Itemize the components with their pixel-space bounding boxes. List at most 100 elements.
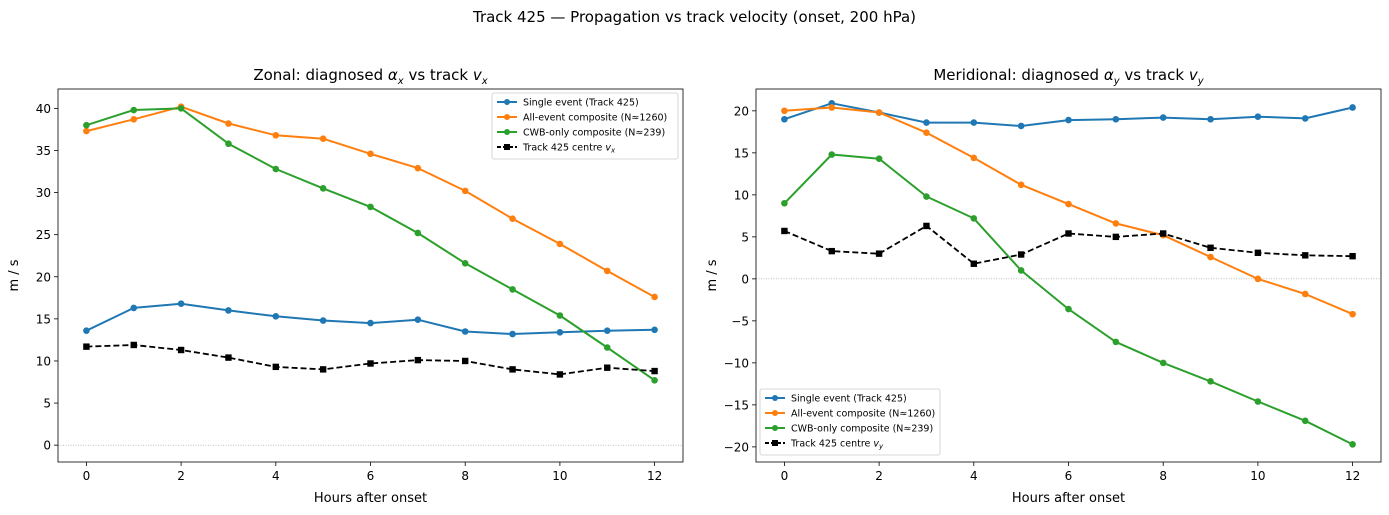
data-point xyxy=(781,227,788,235)
legend-label: All-event composite (N≈1260) xyxy=(523,113,667,124)
data-point xyxy=(225,307,232,314)
y-axis-label: m / s xyxy=(7,259,22,291)
data-point xyxy=(556,329,564,336)
legend-label-text: Track 425 centre xyxy=(790,439,873,450)
y-tick-label: −5 xyxy=(731,314,749,328)
data-point xyxy=(367,150,374,158)
data-point xyxy=(1207,378,1214,385)
data-point xyxy=(1254,275,1262,283)
data-point xyxy=(272,165,280,173)
y-tick-label: −20 xyxy=(724,440,749,454)
y-tick-label: 0 xyxy=(741,272,749,286)
legend-label-subscript: x xyxy=(610,147,616,155)
data-point xyxy=(923,193,930,200)
data-point xyxy=(556,371,564,378)
panel-title: Meridional: diagnosed αy vs track vy xyxy=(933,66,1204,87)
y-tick-label: 5 xyxy=(43,397,51,411)
data-point xyxy=(1349,252,1356,260)
x-tick-label: 12 xyxy=(647,469,662,483)
y-tick-label: 30 xyxy=(36,186,51,200)
data-point xyxy=(1017,122,1025,130)
data-point xyxy=(225,120,232,127)
panel-title-text: vs track xyxy=(1120,66,1189,84)
data-point xyxy=(414,229,422,237)
data-point xyxy=(83,127,90,135)
data-point xyxy=(1017,181,1025,189)
data-point xyxy=(1207,253,1214,261)
data-point xyxy=(225,140,232,148)
data-point xyxy=(414,356,422,364)
data-point xyxy=(272,132,280,139)
data-point xyxy=(923,129,930,136)
meridional-panel: Meridional: diagnosed αy vs track vy 0 2 4 6… xyxy=(705,66,1382,506)
data-point xyxy=(651,377,658,384)
x-tick-label: 2 xyxy=(875,469,883,483)
panel-title-subscript: y xyxy=(1113,76,1121,87)
data-point xyxy=(828,151,836,158)
zonal-panel: Zonal: diagnosed αx vs track vx0 2 4 6 8 10 12… xyxy=(7,66,684,506)
data-point xyxy=(604,364,611,371)
data-point xyxy=(970,119,978,126)
data-point xyxy=(319,317,327,324)
y-tick-label: −10 xyxy=(724,356,749,370)
panel-title-text: vs track xyxy=(404,66,473,84)
legend-label: CWB-only composite (N≈239) xyxy=(791,424,933,435)
panel-title-symbol: α xyxy=(388,66,398,84)
legend-marker xyxy=(504,114,510,120)
x-tick-label: 12 xyxy=(1345,469,1360,483)
x-tick-label: 0 xyxy=(83,469,91,483)
data-point xyxy=(414,316,422,324)
panel-title-symbol: v xyxy=(473,66,483,84)
x-tick-label: 4 xyxy=(272,469,280,483)
data-point xyxy=(556,312,564,319)
data-point xyxy=(1301,290,1309,298)
x-axis-label: Hours after onset xyxy=(314,491,427,506)
x-tick-label: 8 xyxy=(1159,469,1167,483)
data-point xyxy=(875,250,883,257)
data-point xyxy=(130,116,138,123)
data-point xyxy=(177,105,185,112)
data-point xyxy=(1349,104,1356,111)
data-point xyxy=(1065,200,1072,208)
legend: Single event (Track 425) All-event compos… xyxy=(491,92,679,160)
y-axis-label: m / s xyxy=(705,259,720,291)
legend-label-text: Track 425 centre xyxy=(522,143,605,154)
data-point xyxy=(83,343,90,350)
x-tick-label: 6 xyxy=(367,469,375,483)
y-tick-label: 35 xyxy=(36,144,51,158)
data-point xyxy=(319,185,327,192)
y-tick-label: 20 xyxy=(36,270,51,284)
data-point xyxy=(1254,398,1262,405)
y-tick-label: 10 xyxy=(36,354,51,368)
data-point xyxy=(781,115,788,123)
x-tick-label: 6 xyxy=(1065,469,1073,483)
data-point xyxy=(509,286,516,293)
data-point xyxy=(130,304,138,312)
legend-label: Track 425 centre vx xyxy=(522,143,616,155)
data-point xyxy=(1065,116,1072,124)
x-tick-label: 8 xyxy=(461,469,469,483)
legend-marker xyxy=(504,129,510,135)
data-point xyxy=(651,326,658,334)
legend-marker xyxy=(772,395,778,401)
panel-title-symbol: α xyxy=(1104,66,1114,84)
data-point xyxy=(1017,267,1025,274)
data-point xyxy=(461,259,469,267)
legend-label-symbol: v xyxy=(605,143,611,154)
x-tick-label: 4 xyxy=(970,469,978,483)
y-tick-label: 10 xyxy=(734,188,749,202)
data-point xyxy=(603,267,611,275)
legend-box xyxy=(491,92,679,160)
legend: Single event (Track 425) All-event compos… xyxy=(759,388,941,456)
data-point xyxy=(1349,441,1356,448)
panel-title: Zonal: diagnosed αx vs track vx xyxy=(253,66,487,87)
legend-label-subscript: y xyxy=(878,443,884,451)
data-point xyxy=(461,357,469,365)
data-point xyxy=(1254,113,1262,121)
y-tick-label: 5 xyxy=(741,230,749,244)
data-point xyxy=(828,104,836,111)
x-tick-label: 10 xyxy=(552,469,567,483)
series-line xyxy=(86,344,655,376)
panel-title-subscript: x xyxy=(397,76,404,87)
panel-title-subscript: x xyxy=(481,76,488,87)
